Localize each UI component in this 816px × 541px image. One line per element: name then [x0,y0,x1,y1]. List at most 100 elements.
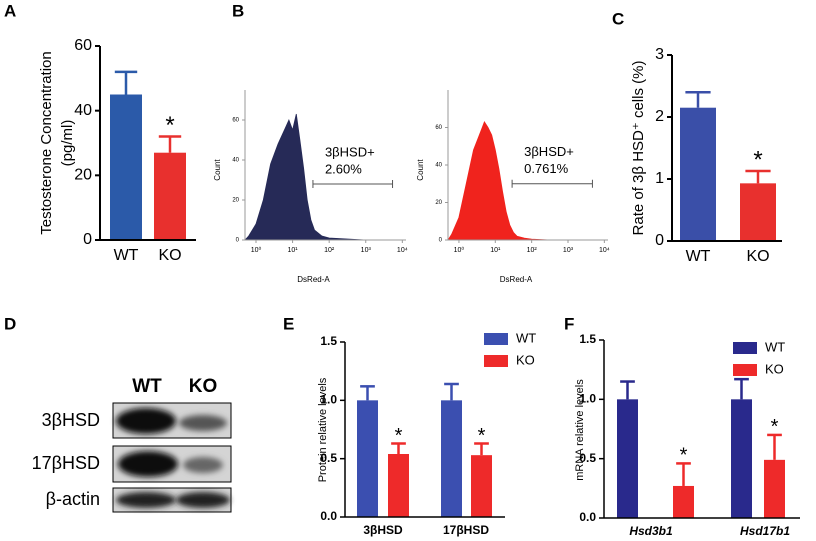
band-label: 17βHSD [32,453,100,473]
band [176,492,230,508]
x-tick-label: 10⁰ [251,246,262,254]
significance-mark: * [165,112,174,139]
y-tick-label: 1.0 [320,393,337,407]
x-tick-label: 10² [527,247,538,254]
y-axis-label: Protein relative levels [317,377,329,482]
y-tick-label: 0 [439,238,443,244]
panel-letter: A [4,1,16,20]
y-axis-label: mRNA relative levels [574,379,586,481]
bar [764,459,785,518]
y-axis-label: (pg/ml) [59,120,76,167]
y-tick-label: 3 [655,46,664,63]
legend-label: WT [516,330,536,345]
x-tick-label: 10⁰ [454,246,465,254]
gate-percent: 2.60% [325,161,362,176]
bar [617,399,638,518]
significance-mark: * [680,445,688,467]
x-tick-label: WT [686,248,711,265]
x-tick-label: 10³ [361,247,372,254]
bar [388,454,409,517]
x-tick-label: 3βHSD [363,523,403,537]
y-tick-label: 0 [655,232,664,249]
x-tick-label: KO [158,247,181,264]
y-tick-label: 40 [435,163,442,169]
bar [731,399,752,518]
y-tick-label: 40 [232,158,239,164]
x-tick-label: 10¹ [490,247,501,254]
gate-percent: 0.761% [524,161,569,176]
y-tick-label: 60 [232,118,239,124]
y-tick-label: 1.5 [579,332,596,346]
bar [680,107,716,241]
y-tick-label: 60 [435,125,442,131]
legend-label: KO [765,361,784,376]
x-tick-label: 10⁴ [599,247,610,254]
x-tick-label: 10² [324,247,335,254]
y-axis-label: Testosterone Concentration [38,51,55,234]
x-tick-label: Hsd17b1 [740,524,790,538]
lane-label: WT [132,376,162,397]
panel-letter: F [564,314,574,333]
bar [110,94,142,240]
significance-mark: * [478,425,486,447]
legend-label: WT [765,339,785,354]
y-tick-label: 1 [655,170,664,187]
gate-label: 3βHSD+ [325,144,375,159]
bar [154,152,186,240]
band [118,451,178,477]
y-tick-label: 20 [435,200,442,206]
y-tick-label: 1.0 [579,392,596,406]
panel-letter: E [283,314,294,333]
y-tick-label: 0 [83,231,92,248]
y-tick-label: 0.0 [320,509,337,523]
band [183,457,223,473]
y-tick-label: 2 [655,108,664,125]
y-axis-label: Count [213,159,222,181]
band [116,408,176,434]
bar [441,400,462,517]
bar [740,183,776,241]
x-tick-label: Hsd3b1 [629,524,673,538]
y-tick-label: 1.5 [320,334,337,348]
x-axis-label: DsRed-A [500,275,533,284]
y-axis-label: Count [416,159,425,181]
panel-letter: D [4,314,16,333]
y-tick-label: 60 [74,37,92,54]
band [116,492,176,508]
significance-mark: * [395,425,403,447]
x-tick-label: KO [746,248,769,265]
significance-mark: * [771,416,779,438]
panel-letter: C [612,9,624,28]
legend-label: KO [516,352,535,367]
bar [357,400,378,517]
band [179,415,227,431]
bar [673,485,694,518]
bar [471,455,492,517]
x-tick-label: WT [114,247,139,264]
x-tick-label: 17βHSD [443,523,489,537]
y-tick-label: 0.5 [320,451,337,465]
y-tick-label: 0 [236,238,240,244]
band-label: 3βHSD [42,410,100,430]
legend-swatch [733,364,757,376]
legend-swatch [484,333,508,345]
x-axis-label: DsRed-A [297,275,330,284]
gate-label: 3βHSD+ [524,144,574,159]
y-tick-label: 0.0 [579,510,596,524]
histogram-area [447,121,608,241]
lane-label: KO [189,376,218,397]
band-label: β-actin [46,489,100,509]
legend-swatch [733,342,757,354]
x-tick-label: 10¹ [288,247,299,254]
panel-letter: B [232,1,244,20]
y-tick-label: 40 [74,102,92,119]
legend-swatch [484,355,508,367]
y-tick-label: 20 [232,198,239,204]
x-tick-label: 10³ [563,247,574,254]
western-blot: WT KO 3βHSD 17βHSD β-actin [32,376,232,513]
histogram-area [244,113,406,241]
y-axis-label: Rate of 3β HSD⁺ cells (%) [630,61,647,236]
x-tick-label: 10⁴ [397,247,408,254]
y-tick-label: 0.5 [579,451,596,465]
